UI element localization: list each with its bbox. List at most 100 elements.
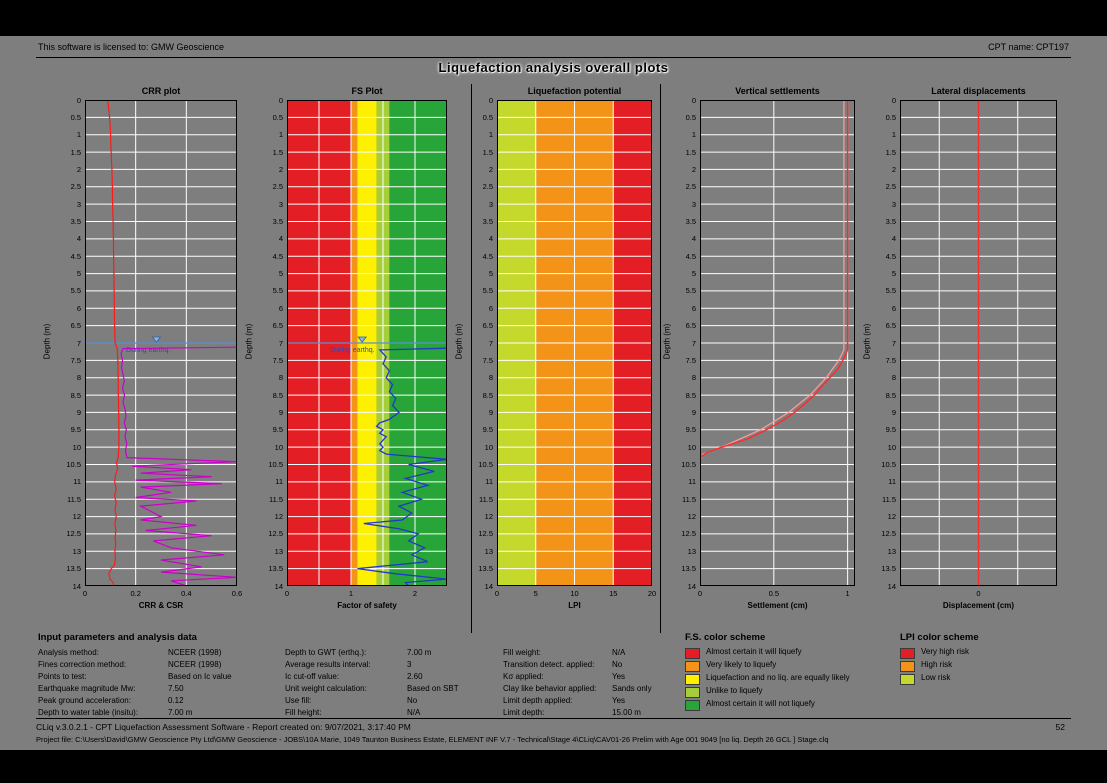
param-label: Transition detect. applied: <box>503 660 595 669</box>
plot-border <box>85 100 237 586</box>
depth-tick-label: 6.5 <box>272 321 283 331</box>
param-value: 15.00 m <box>612 708 641 717</box>
param-value: 7.00 m <box>168 708 193 717</box>
water-table-label: During earthq. <box>126 347 170 354</box>
depth-tick-label: 6.5 <box>685 321 696 331</box>
depth-tick-label: 3 <box>76 199 81 209</box>
depth-tick-label: 7 <box>891 338 896 348</box>
depth-tick-label: 7 <box>691 338 696 348</box>
liquefaction-potential-yaxis-label: Depth (m) <box>454 323 464 360</box>
params-heading: Input parameters and analysis data <box>38 632 197 643</box>
x-tick-label: 0 <box>976 589 981 598</box>
depth-tick-label: 13.5 <box>881 564 896 574</box>
x-tick-label: 0.2 <box>130 589 141 598</box>
crr-plot-canvas: During earthq. <box>85 100 237 586</box>
depth-tick-label: 1.5 <box>685 147 696 157</box>
depth-tick-label: 13.5 <box>681 564 696 574</box>
legend-label: Very high risk <box>921 647 970 656</box>
x-tick-label: 20 <box>647 589 657 598</box>
depth-tick-label: 1.5 <box>885 147 896 157</box>
depth-tick-label: 1.5 <box>272 147 283 157</box>
depth-tick-label: 8 <box>691 373 696 383</box>
legend-swatch <box>685 687 700 698</box>
depth-tick-label: 5.5 <box>885 286 896 296</box>
depth-tick-label: 2.5 <box>272 182 283 192</box>
lateral-displacements-xaxis-label: Displacement (cm) <box>942 601 1015 610</box>
depth-tick-label: 0 <box>691 95 696 105</box>
lateral-displacements-canvas <box>900 100 1057 586</box>
legend-label: Very likely to liquefy <box>706 660 777 669</box>
param-label: Analysis method: <box>38 648 99 657</box>
x-tick-label: 0.4 <box>181 589 192 598</box>
depth-tick-label: 3.5 <box>685 217 696 226</box>
report-title: Liquefaction analysis overall plots <box>438 60 669 75</box>
x-tick-label: 1 <box>348 589 354 598</box>
depth-tick-label: 11.5 <box>66 494 81 504</box>
plot-border <box>497 100 652 586</box>
depth-tick-label: 0 <box>488 95 493 105</box>
depth-tick-label: 8 <box>891 373 896 383</box>
depth-tick-label: 6 <box>488 303 493 313</box>
legend-label: High risk <box>921 660 953 669</box>
depth-tick-label: 5 <box>488 269 493 279</box>
depth-tick-label: 10.5 <box>881 460 896 469</box>
fs-plot-title: FS Plot <box>351 86 383 96</box>
legend-swatch <box>685 700 700 711</box>
depth-tick-label: 2 <box>76 164 81 174</box>
depth-tick-label: 8 <box>76 373 81 383</box>
depth-tick-label: 7.5 <box>482 355 493 365</box>
param-value: NCEER (1998) <box>168 660 222 669</box>
depth-tick-label: 4 <box>488 234 493 244</box>
depth-tick-label: 7.5 <box>70 355 81 365</box>
param-label: Ic cut-off value: <box>285 672 340 681</box>
depth-tick-label: 12 <box>887 512 896 522</box>
depth-tick-label: 7 <box>488 338 493 348</box>
param-label: Limit depth applied: <box>503 696 573 705</box>
crr-plot-yaxis-label: Depth (m) <box>42 323 52 360</box>
depth-tick-label: 3.5 <box>885 217 896 226</box>
param-value: 2.60 <box>407 672 423 681</box>
x-tick-label: 1 <box>845 589 850 598</box>
depth-tick-label: 6.5 <box>885 321 896 331</box>
depth-tick-label: 1 <box>76 130 81 140</box>
depth-tick-label: 12 <box>484 512 493 522</box>
depth-tick-label: 11 <box>485 477 493 487</box>
depth-tick-label: 14 <box>72 581 81 591</box>
depth-tick-label: 2 <box>891 164 896 174</box>
param-label: Points to test: <box>38 672 87 681</box>
depth-tick-label: 5.5 <box>70 286 81 296</box>
footer-project-file: Project file: C:\Users\David\GMW Geoscie… <box>36 735 829 744</box>
x-tick-label: 0 <box>697 589 703 598</box>
legend-label: Low risk <box>921 673 951 682</box>
depth-tick-label: 1.5 <box>482 147 493 157</box>
depth-tick-label: 6 <box>278 303 283 313</box>
x-tick-label: 2 <box>412 589 418 598</box>
depth-tick-label: 8.5 <box>70 390 81 400</box>
depth-tick-label: 1 <box>488 130 493 140</box>
depth-tick-label: 11 <box>275 477 283 487</box>
vertical-settlements-xaxis-label: Settlement (cm) <box>747 601 808 610</box>
depth-tick-label: 8.5 <box>685 390 696 400</box>
depth-tick-label: 3.5 <box>272 217 283 226</box>
depth-tick-label: 7.5 <box>685 355 696 365</box>
depth-tick-label: 9 <box>891 407 896 417</box>
depth-tick-label: 8.5 <box>272 390 283 400</box>
x-tick-label: 0 <box>82 589 88 598</box>
plot-border <box>700 100 855 586</box>
vertical-settlements-canvas <box>700 100 855 586</box>
crr-plot-xaxis-label: CRR & CSR <box>138 601 184 610</box>
param-value: Based on Ic value <box>168 672 232 681</box>
depth-tick-label: 5.5 <box>685 286 696 296</box>
depth-tick-label: 3 <box>691 199 696 209</box>
series-csr <box>107 100 120 586</box>
depth-tick-label: 10 <box>274 442 283 452</box>
depth-tick-label: 6.5 <box>70 321 81 331</box>
legend-label: Unlike to liquefy <box>706 686 763 695</box>
depth-tick-label: 14 <box>484 581 493 591</box>
depth-tick-label: 0.5 <box>685 112 696 122</box>
depth-tick-label: 9.5 <box>685 425 696 435</box>
depth-tick-label: 4 <box>76 234 81 244</box>
depth-tick-label: 10.5 <box>66 460 81 469</box>
depth-tick-label: 6 <box>76 303 81 313</box>
depth-tick-label: 1.5 <box>70 147 81 157</box>
